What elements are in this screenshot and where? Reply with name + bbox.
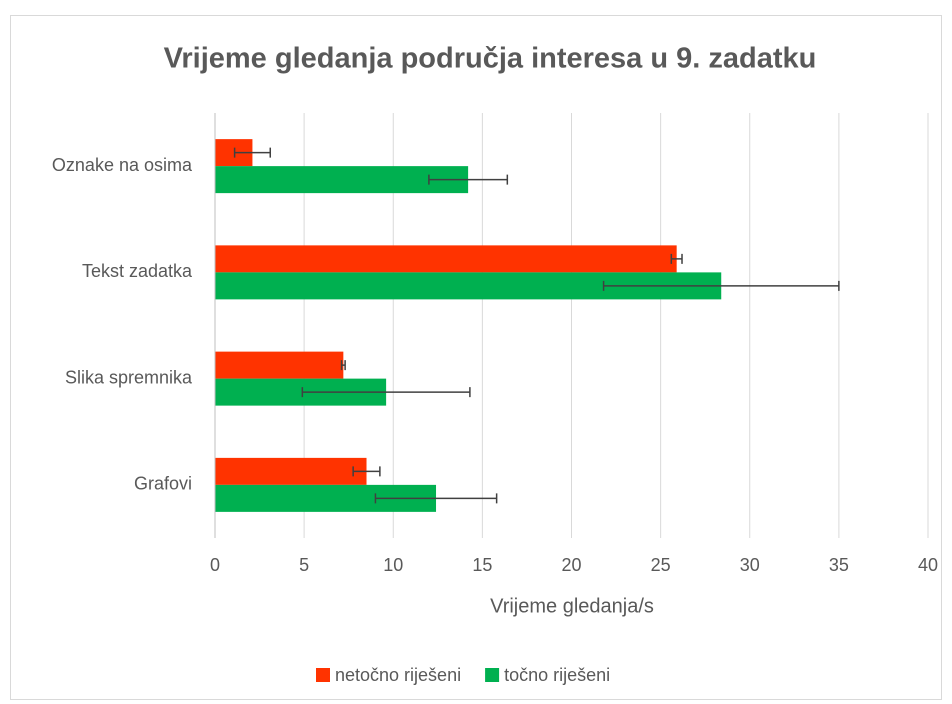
x-tick-label: 0 <box>210 555 220 575</box>
y-tick-label: Slika spremnika <box>65 367 193 387</box>
legend-label: točno riješeni <box>504 665 610 685</box>
chart-border <box>10 15 942 700</box>
x-tick-label: 10 <box>383 555 403 575</box>
x-tick-label: 20 <box>561 555 581 575</box>
bar <box>215 351 344 379</box>
error-bar <box>374 493 498 504</box>
x-tick-label: 30 <box>740 555 760 575</box>
x-tick-label: 5 <box>299 555 309 575</box>
chart-title: Vrijeme gledanja područja interesa u 9. … <box>164 43 817 75</box>
error-bar <box>428 174 509 185</box>
x-tick-label: 25 <box>651 555 671 575</box>
bar <box>215 166 469 194</box>
x-axis-label: Vrijeme gledanja/s <box>490 595 654 617</box>
error-bar <box>233 147 272 158</box>
x-tick-label: 40 <box>918 555 938 575</box>
bar <box>215 245 677 273</box>
error-bar <box>340 360 346 371</box>
legend-swatch <box>316 668 330 682</box>
legend-label: netočno riješeni <box>335 665 461 685</box>
error-bar <box>301 387 471 398</box>
y-tick-label: Grafovi <box>134 474 192 494</box>
x-tick-label: 35 <box>829 555 849 575</box>
error-bar <box>670 253 683 264</box>
legend-swatch <box>485 668 500 682</box>
error-bar <box>352 466 381 477</box>
bar <box>215 457 367 485</box>
error-bar <box>602 280 840 291</box>
x-tick-label: 15 <box>472 555 492 575</box>
y-tick-label: Tekst zadatka <box>82 261 193 281</box>
y-tick-label: Oznake na osima <box>52 155 193 175</box>
